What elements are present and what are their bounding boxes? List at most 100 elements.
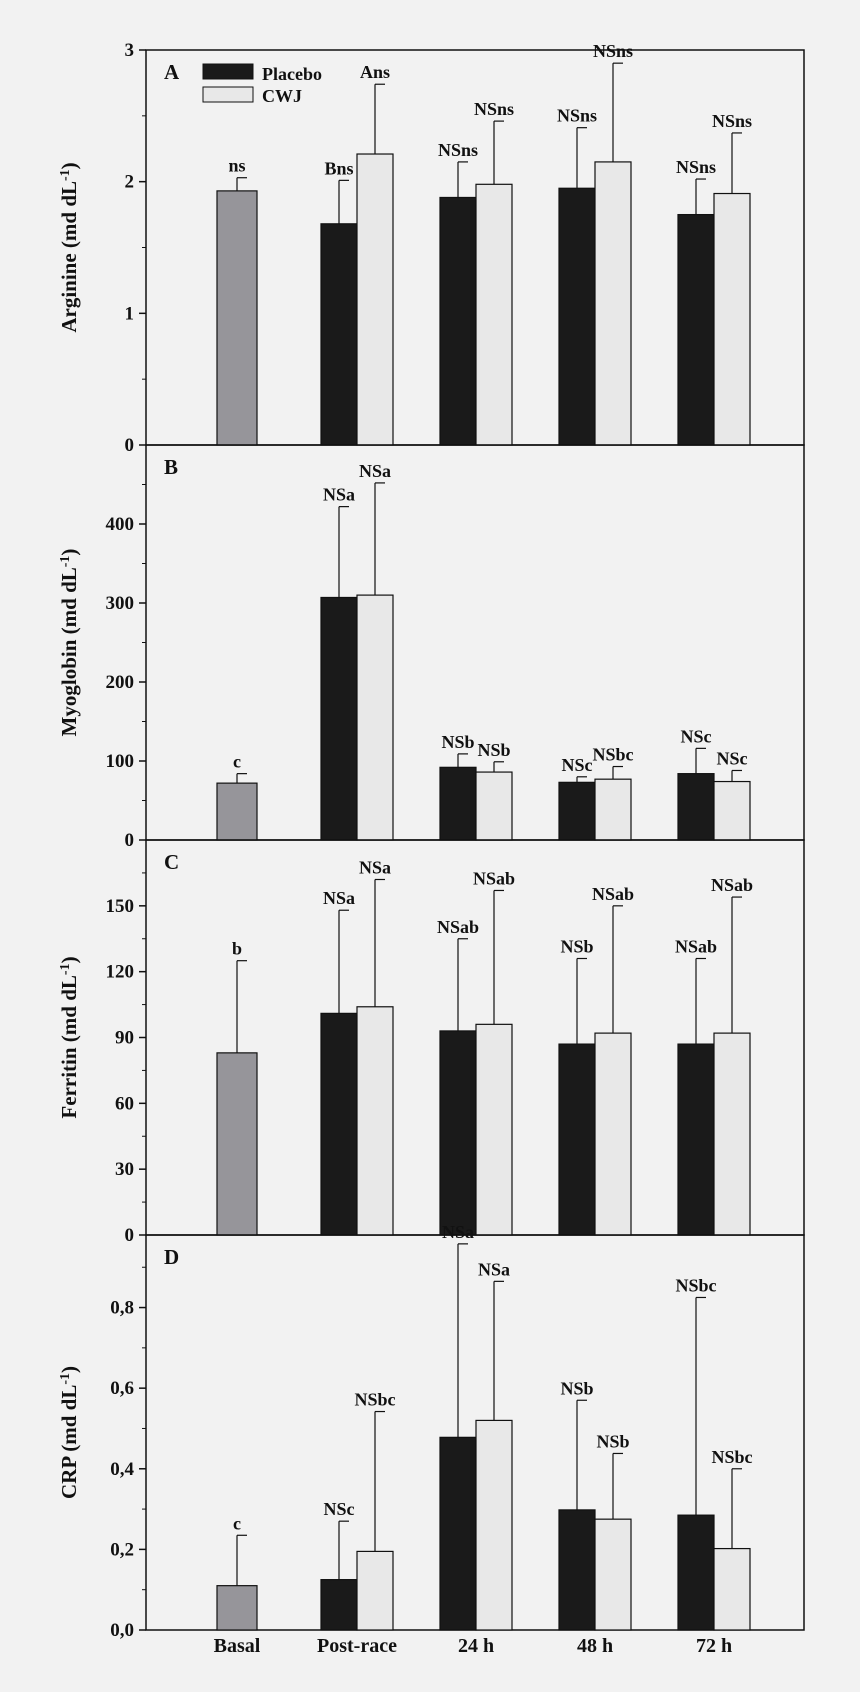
cwj-bar: [475, 1419, 513, 1631]
y-tick-label: 2: [125, 172, 135, 193]
y-axis-label: CRP (md dL-1): [57, 1366, 81, 1499]
placebo-significance-label: NSns: [676, 157, 716, 177]
cwj-significance-label: NSns: [593, 41, 633, 61]
placebo-bar: [320, 223, 358, 446]
legend-label-placebo: Placebo: [262, 64, 322, 84]
basal-significance-label: c: [233, 752, 241, 772]
panel-b: B 0 100 200 300 400 Myoglobin (md dL-1) c NSaNSa…: [57, 444, 805, 851]
cwj-bar: [356, 594, 394, 841]
placebo-significance-label: NSb: [560, 1378, 593, 1398]
y-tick-label: 400: [106, 514, 135, 535]
x-tick-label: Post-race: [317, 1635, 397, 1657]
placebo-bar: [558, 1509, 596, 1631]
y-tick-label: 100: [106, 751, 135, 772]
cwj-bar: [356, 1006, 394, 1236]
basal-significance-label: ns: [228, 156, 245, 176]
placebo-bar: [320, 1012, 358, 1236]
y-axis-label: Myoglobin (md dL-1): [57, 549, 81, 737]
panel-letter: A: [164, 60, 180, 84]
cwj-bar: [356, 153, 394, 446]
cwj-significance-label: NSbc: [354, 1390, 395, 1410]
cwj-bar: [475, 183, 513, 446]
cwj-significance-label: NSa: [359, 461, 391, 481]
y-tick-label: 30: [115, 1159, 134, 1180]
placebo-significance-label: NSb: [560, 937, 593, 957]
panel-letter: C: [164, 850, 179, 874]
y-tick-label: 150: [106, 896, 135, 917]
placebo-bar: [320, 596, 358, 841]
cwj-bar: [713, 780, 751, 841]
cwj-significance-label: NSa: [359, 858, 391, 878]
basal-significance-label: b: [232, 939, 242, 959]
y-tick-label: 1: [125, 303, 135, 324]
legend-label-cwj: CWJ: [262, 86, 302, 106]
legend-swatch-placebo: [202, 63, 254, 80]
plot-area: A 0 1 2 3 Arginine (md dL-1) ns Bns Ans NSns NSns N…: [57, 40, 805, 1657]
cwj-significance-label: NSa: [478, 1259, 510, 1279]
cwj-significance-label: NSab: [473, 868, 515, 888]
y-tick-label: 200: [106, 672, 135, 693]
cwj-bar: [594, 161, 632, 446]
placebo-significance-label: NSc: [324, 1499, 355, 1519]
cwj-bar: [594, 1032, 632, 1236]
cwj-significance-label: NSbc: [592, 745, 633, 765]
placebo-significance-label: NSa: [323, 485, 355, 505]
panel-letter: B: [164, 455, 178, 479]
placebo-significance-label: NSc: [681, 726, 712, 746]
placebo-bar: [677, 213, 715, 446]
x-tick-label: 48 h: [577, 1635, 613, 1657]
y-tick-label: 0,2: [110, 1539, 134, 1560]
x-tick-label: Basal: [214, 1635, 261, 1657]
x-tick-label: 72 h: [696, 1635, 732, 1657]
y-axis-label: Ferritin (md dL-1): [57, 956, 81, 1118]
y-tick-label: 0,6: [110, 1378, 134, 1399]
x-tick-label: 24 h: [458, 1635, 494, 1657]
cwj-significance-label: NSb: [477, 740, 510, 760]
placebo-significance-label: NSbc: [675, 1275, 716, 1295]
placebo-bar: [439, 1030, 477, 1236]
placebo-bar: [677, 773, 715, 841]
basal-significance-label: c: [233, 1513, 241, 1533]
y-tick-label: 300: [106, 593, 135, 614]
placebo-bar: [677, 1514, 715, 1631]
placebo-bar: [439, 766, 477, 841]
y-axis-label: Arginine (md dL-1): [57, 162, 81, 332]
cwj-bar: [713, 1032, 751, 1236]
placebo-bar: [439, 1436, 477, 1631]
y-tick-label: 90: [115, 1028, 134, 1049]
cwj-significance-label: NSab: [711, 875, 753, 895]
placebo-significance-label: NSa: [442, 1222, 474, 1242]
placebo-significance-label: NSb: [441, 732, 474, 752]
basal-bar: [216, 782, 258, 841]
placebo-significance-label: NSab: [437, 917, 479, 937]
cwj-bar: [713, 192, 751, 446]
cwj-bar: [356, 1550, 394, 1631]
y-tick-label: 0: [125, 830, 135, 851]
placebo-significance-label: Bns: [324, 158, 353, 178]
placebo-significance-label: NSns: [438, 140, 478, 160]
placebo-bar: [558, 1043, 596, 1236]
panel-letter: D: [164, 1245, 179, 1269]
placebo-significance-label: NSns: [557, 106, 597, 126]
cwj-bar: [594, 778, 632, 841]
y-tick-label: 0: [125, 1225, 135, 1246]
y-tick-label: 60: [115, 1093, 134, 1114]
cwj-significance-label: NSns: [712, 111, 752, 131]
cwj-bar: [475, 1023, 513, 1236]
placebo-bar: [558, 781, 596, 841]
panel-d: D 0,0 0,2 0,4 0,6 0,8 CRP (md dL-1) c NSc NSbc NSa…: [57, 1222, 805, 1641]
basal-bar: [216, 1052, 258, 1236]
placebo-bar: [677, 1043, 715, 1236]
placebo-significance-label: NSab: [675, 937, 717, 957]
cwj-bar: [475, 771, 513, 841]
cwj-significance-label: NSc: [717, 748, 748, 768]
cwj-significance-label: NSab: [592, 884, 634, 904]
placebo-bar: [439, 196, 477, 446]
legend: Placebo CWJ: [202, 63, 322, 106]
placebo-bar: [558, 187, 596, 446]
cwj-significance-label: NSb: [596, 1431, 629, 1451]
basal-bar: [216, 190, 258, 446]
y-tick-label: 0,0: [110, 1620, 134, 1641]
